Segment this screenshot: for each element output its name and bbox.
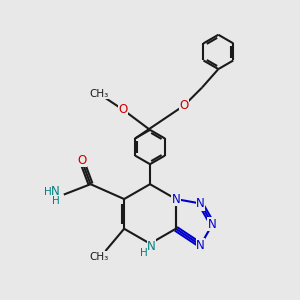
Text: CH₃: CH₃ [89,252,109,262]
Text: O: O [118,103,128,116]
Text: N: N [172,193,180,206]
Text: N: N [196,238,205,252]
Text: O: O [77,154,86,167]
Text: H: H [140,248,147,258]
Text: N: N [147,239,156,253]
Text: H: H [52,196,59,206]
Text: N: N [208,218,217,231]
Text: N: N [51,185,60,198]
Text: CH₃: CH₃ [90,88,109,98]
Text: N: N [196,197,205,210]
Text: H: H [44,187,51,196]
Text: O: O [180,99,189,112]
